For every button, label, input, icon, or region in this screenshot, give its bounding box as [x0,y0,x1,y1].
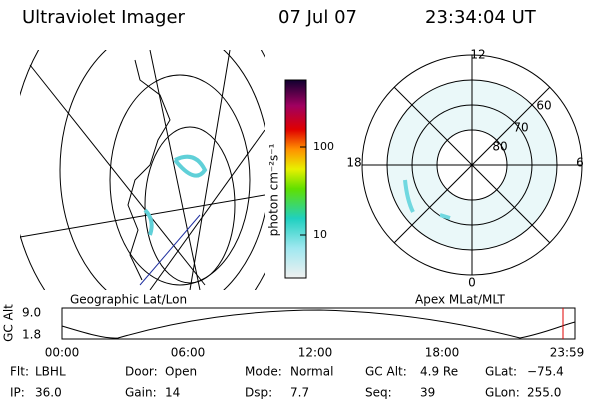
timeline-xtick: 23:59 [550,346,585,360]
colorbar [284,79,307,279]
info-label: Mode: [245,365,282,379]
polar-plot [361,54,583,276]
info-value: 7.7 [290,386,309,400]
timeline-box [61,307,576,340]
timeline-xtick: 18:00 [425,346,460,360]
panel-label: Geographic Lat/Lon [70,293,187,307]
timeline-xtick: 12:00 [298,346,333,360]
mlt-label: 18 [346,156,361,170]
timeline-ytick: 1.8 [22,328,41,342]
info-label: Flt: [10,365,29,379]
lat-label: 70 [513,121,528,135]
info-label: Door: [125,365,158,379]
info-label: GLat: [485,365,517,379]
time: 23:34:04 UT [425,7,537,28]
timeline-ylabel: GC Alt [2,304,16,342]
info-value: 36.0 [35,386,62,400]
info-label: GLon: [485,386,520,400]
colorbar-label: photon cm⁻²s⁻¹ [267,143,281,236]
info-label: IP: [10,386,25,400]
timeline-ytick: 9.0 [22,306,41,320]
info-label: Seq: [365,386,392,400]
info-value: 39 [420,386,435,400]
info-value: −75.4 [527,365,564,379]
info-value: 14 [165,386,180,400]
altitude-curve [61,309,576,339]
info-value: 255.0 [527,386,561,400]
panel-label: Apex MLat/MLT [415,293,505,307]
info-block: Flt: LBHL Door: Open Mode: Normal GC Alt: 4.9 R… [10,365,564,400]
mlt-label: 6 [576,156,584,170]
lat-label: 80 [492,140,507,154]
info-value: LBHL [35,365,66,379]
geo-map [20,50,265,290]
info-value: Normal [290,365,333,379]
mlt-label: 0 [468,276,476,290]
timeline-xtick: 06:00 [171,346,206,360]
info-label: Dsp: [245,386,272,400]
title: Ultraviolet Imager [22,7,186,28]
info-value: 4.9 Re [420,365,458,379]
colorbar-tick: 10 [313,228,327,241]
info-label: GC Alt: [365,365,407,379]
info-label: Gain: [125,386,157,400]
date: 07 Jul 07 [278,7,357,28]
info-value: Open [165,365,197,379]
mlt-label: 12 [470,48,485,62]
colorbar-tick: 100 [313,140,334,153]
timeline-xtick: 00:00 [45,346,80,360]
lat-label: 60 [536,99,551,113]
